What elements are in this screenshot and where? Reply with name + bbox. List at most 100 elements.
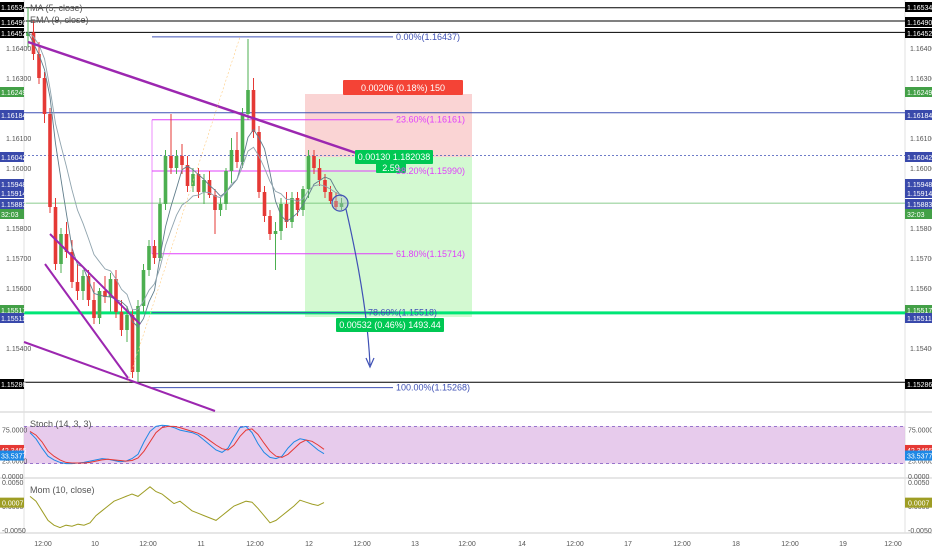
left-price-badge-text: 1.16184 [1, 113, 26, 120]
candle-body [251, 90, 256, 132]
candle-body [312, 156, 316, 168]
ema-legend-label[interactable]: EMA (9, close) [30, 15, 89, 25]
left-price-badge [0, 28, 24, 38]
fib-label-100: 100.00%(1.15268) [396, 383, 470, 393]
lower-trendline[interactable] [23, 341, 216, 412]
candle-body [246, 90, 250, 114]
right-price-badge-text: 1.15948 [907, 182, 932, 189]
candle-body [59, 234, 63, 264]
left-price-badge [0, 313, 24, 323]
fib-label-786: 78.60%(1.15518) [368, 308, 437, 318]
stoch-tick-left: 0.0000 [2, 474, 24, 481]
candle-body [185, 165, 190, 186]
left-price-badge [0, 87, 24, 97]
stoch-legend-label[interactable]: Stoch (14, 3, 3) [30, 419, 92, 429]
left-price-badge [0, 305, 24, 315]
left-price-badge-text: 1.15517 [1, 308, 26, 315]
candle-body [70, 252, 74, 282]
mom-legend-label[interactable]: Mom (10, close) [30, 485, 95, 495]
time-tick: 12:00 [458, 541, 476, 548]
candle-body [240, 114, 245, 162]
time-tick: 12:00 [353, 541, 371, 548]
left-price-badge-text: 1.16534 [1, 5, 26, 12]
channel-lower-line[interactable] [44, 263, 129, 379]
left-price-badge-text: 1.16042 [1, 155, 26, 162]
candle-body [339, 203, 344, 207]
candle-body [169, 156, 173, 168]
left-price-badge-text: 1.15914 [1, 191, 26, 198]
left-price-badge-text: 1.16249 [1, 90, 26, 97]
mom-tick-left: 0.0050 [2, 480, 24, 487]
left-price-badge-text: 1.15883 [1, 202, 26, 209]
right-price-tick: 1.16400 [910, 46, 932, 53]
price-circle-marker[interactable] [331, 194, 349, 212]
target-badge [336, 318, 444, 332]
ma-line [27, 32, 342, 328]
candle-body [130, 315, 135, 372]
candle-body [213, 195, 217, 210]
candle-body [141, 270, 146, 306]
candle-body [279, 204, 283, 231]
mom-badge-right [905, 497, 932, 508]
projection-arrow-head [365, 357, 375, 369]
candle-body [268, 216, 272, 234]
candle-body [224, 171, 228, 204]
candle-body [218, 204, 223, 210]
moving-average-layer [27, 32, 342, 328]
left-price-badge [0, 379, 24, 389]
candle-body [42, 78, 47, 114]
ma-legend-label[interactable]: MA (5, close) [30, 3, 83, 13]
candle-body [48, 114, 52, 207]
right-price-tick: 1.15700 [910, 256, 932, 263]
stoch-tick-right: 0.0000 [908, 474, 930, 481]
candle-body [229, 150, 234, 171]
left-price-badge [0, 17, 24, 27]
fib-diagonal [127, 36, 241, 383]
candle-body [108, 279, 113, 297]
left-price-badge-text: 1.16490 [1, 20, 26, 27]
right-price-badge [905, 188, 932, 198]
time-tick: 18 [732, 541, 740, 548]
right-price-badge [905, 110, 932, 120]
fib-label-618: 61.80%(1.15714) [396, 249, 465, 259]
time-tick: 13 [411, 541, 419, 548]
right-price-tick: 1.16100 [910, 136, 932, 143]
candle-body [26, 32, 30, 36]
stop-badge [343, 80, 463, 95]
time-tick: 12:00 [246, 541, 264, 548]
right-price-badge-text: 1.15511 [907, 316, 932, 323]
left-price-badge [0, 209, 24, 219]
right-price-badge [905, 152, 932, 162]
ratio-badge-text: 2.59 [382, 163, 400, 173]
trendline-descending[interactable] [27, 40, 366, 158]
candle-body [284, 204, 289, 222]
right-price-badge [905, 179, 932, 189]
stop-loss-zone[interactable] [305, 94, 472, 157]
left-price-badge-text: 1.15948 [1, 182, 26, 189]
stoch-tick-left: 75.0000 [2, 428, 27, 435]
time-tick: 17 [624, 541, 632, 548]
candle-body [152, 246, 157, 258]
candle-body [119, 312, 124, 330]
right-price-badge-text: 1.16534 [907, 5, 932, 12]
candle-body [114, 279, 118, 312]
right-price-badge [905, 87, 932, 97]
take-profit-zone[interactable] [305, 157, 472, 317]
left-price-badge [0, 188, 24, 198]
momentum-line [29, 486, 325, 529]
time-tick: 12:00 [34, 541, 52, 548]
projection-arrow[interactable] [345, 208, 371, 366]
right-price-badge [905, 28, 932, 38]
channel-upper-line[interactable] [49, 233, 141, 325]
left-price-badge-text: 1.15286 [1, 382, 26, 389]
candle-body [103, 291, 107, 297]
candle-body [174, 156, 179, 168]
candle-body [202, 180, 206, 192]
stoch-d-line [29, 425, 325, 464]
time-tick: 14 [518, 541, 526, 548]
candle-body [180, 156, 184, 165]
right-price-badge-text: 32:03 [907, 212, 925, 219]
candle-body [301, 189, 305, 210]
